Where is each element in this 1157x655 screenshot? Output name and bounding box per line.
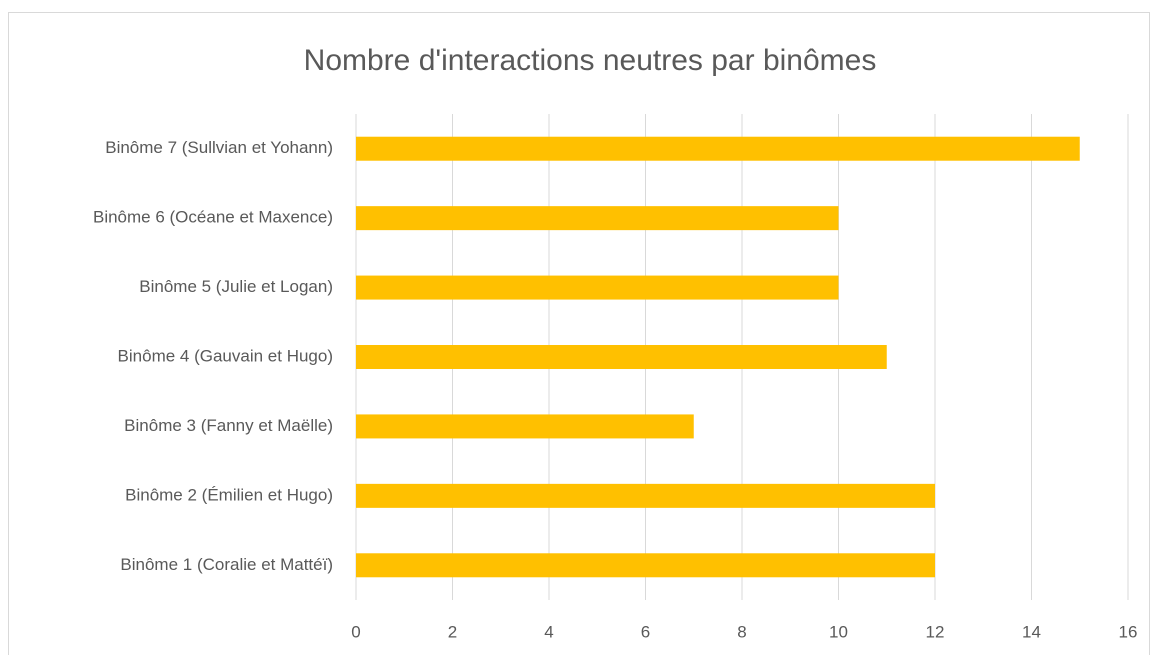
chart-border [8, 12, 1150, 655]
x-tick-label: 14 [1022, 622, 1041, 641]
x-tick-label: 8 [737, 622, 746, 641]
y-tick-label: Binôme 1 (Coralie et Mattéï) [120, 555, 333, 574]
bar [356, 414, 694, 439]
x-tick-label: 10 [829, 622, 848, 641]
chart-title: Nombre d'interactions neutres par binôme… [304, 44, 877, 77]
y-tick-label: Binôme 3 (Fanny et Maëlle) [124, 416, 333, 435]
x-tick-label: 4 [544, 622, 553, 641]
y-tick-label: Binôme 5 (Julie et Logan) [139, 277, 333, 296]
x-tick-label: 16 [1119, 622, 1138, 641]
y-tick-label: Binôme 2 (Émilien et Hugo) [125, 485, 333, 504]
y-tick-label: Binôme 6 (Océane et Maxence) [93, 208, 333, 227]
bar [356, 483, 935, 508]
bar [356, 206, 839, 231]
y-tick-label: Binôme 4 (Gauvain et Hugo) [118, 346, 333, 365]
bar [356, 345, 887, 369]
x-tick-label: 12 [926, 622, 945, 641]
bar [356, 553, 935, 578]
x-tick-label: 0 [351, 622, 360, 641]
x-tick-label: 6 [641, 622, 650, 641]
x-tick-label: 2 [448, 622, 457, 641]
bar [356, 136, 1080, 161]
bar [356, 275, 839, 300]
y-tick-label: Binôme 7 (Sullvian et Yohann) [105, 138, 333, 157]
